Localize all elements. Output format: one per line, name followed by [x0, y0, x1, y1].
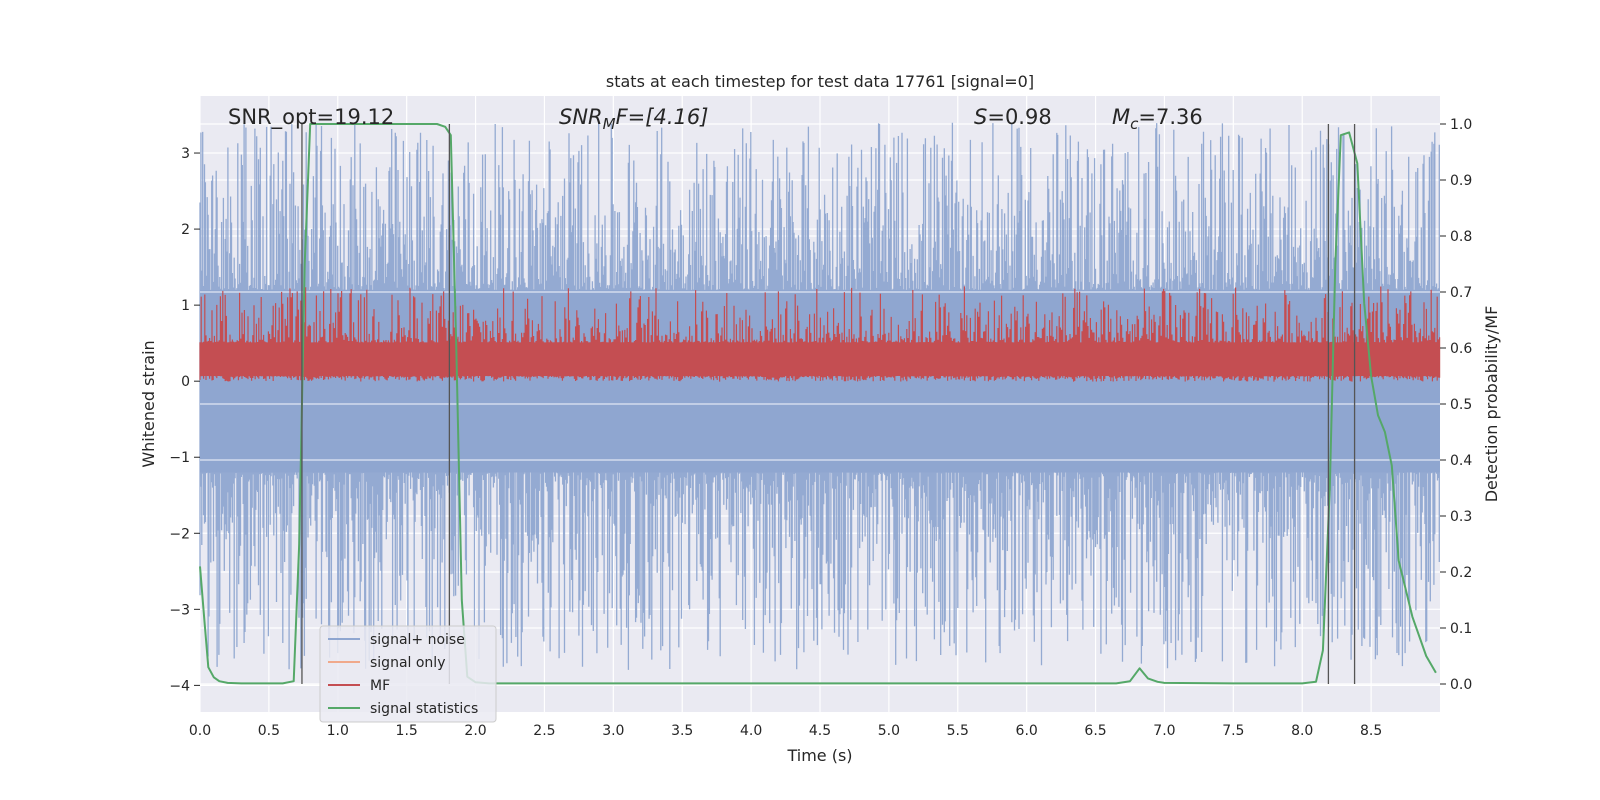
x-axis-label: Time (s) — [786, 746, 852, 765]
y-tick-label: −1 — [169, 450, 190, 466]
y2-tick-label: 1.0 — [1450, 117, 1472, 133]
x-tick-label: 2.5 — [533, 723, 555, 739]
x-tick-label: 3.0 — [602, 723, 624, 739]
mf-trace — [199, 286, 1441, 382]
chart-title: stats at each timestep for test data 177… — [606, 72, 1034, 91]
y-axis-ticks: −4 −3 −2 −1 0 1 2 3 — [169, 146, 200, 694]
y-tick-label: 2 — [181, 222, 190, 238]
x-tick-label: 0.5 — [258, 723, 280, 739]
marker-lines — [301, 124, 1356, 684]
x-tick-label: 4.0 — [740, 723, 762, 739]
y-tick-label: −3 — [169, 602, 190, 618]
x-tick-label: 7.0 — [1153, 723, 1175, 739]
annotation-mc-symbol: M — [1112, 105, 1130, 129]
y2-tick-label: 0.4 — [1450, 453, 1472, 469]
x-tick-label: 8.5 — [1360, 723, 1382, 739]
y2-tick-label: 0.9 — [1450, 173, 1472, 189]
y2-axis-label: Detection probability/MF — [1482, 306, 1501, 503]
mf-band — [199, 286, 1441, 382]
x-tick-label: 0.0 — [189, 723, 211, 739]
signal-statistics-trace — [199, 123, 1437, 685]
x-tick-label: 5.0 — [878, 723, 900, 739]
annotation-s-value: =0.98 — [987, 105, 1051, 129]
y2-tick-label: 0.6 — [1450, 341, 1472, 357]
y-tick-label: −4 — [169, 678, 190, 694]
y2-axis-ticks: 0.0 0.1 0.2 0.3 0.4 0.5 0.6 0.7 0.8 0.9 1.0 — [1440, 117, 1472, 693]
x-tick-label: 1.5 — [396, 723, 418, 739]
annotation-s: S=0.98 — [974, 105, 1052, 129]
x-tick-label: 6.5 — [1084, 723, 1106, 739]
annotation-snr-opt: SNR_opt=19.12 — [228, 105, 394, 130]
y-tick-label: 1 — [181, 298, 190, 314]
annotation-s-symbol: S — [974, 105, 987, 129]
y-tick-label: 0 — [181, 374, 190, 390]
legend-label-signal-statistics: signal statistics — [370, 701, 478, 717]
y2-tick-label: 0.3 — [1450, 509, 1472, 525]
y2-tick-label: 0.2 — [1450, 565, 1472, 581]
x-tick-label: 8.0 — [1291, 723, 1313, 739]
annotation-mc-subscript: c — [1130, 115, 1139, 133]
annotation-snr-mf-subscript: M — [603, 115, 616, 133]
annotation-mc-value: =7.36 — [1138, 105, 1202, 129]
y-axis-label: Whitened strain — [139, 340, 158, 467]
legend: signal+ noise signal only MF signal stat… — [319, 625, 497, 723]
x-tick-label: 5.5 — [947, 723, 969, 739]
x-tick-label: 6.0 — [1016, 723, 1038, 739]
legend-label-signal-noise: signal+ noise — [370, 632, 465, 648]
x-tick-label: 3.5 — [671, 723, 693, 739]
y2-tick-label: 0.5 — [1450, 397, 1472, 413]
legend-box — [319, 625, 497, 723]
y2-tick-label: 0.7 — [1450, 285, 1472, 301]
annotation-snr-mf: SNRMF=[4.16] — [559, 105, 708, 133]
y2-tick-label: 0.1 — [1450, 621, 1472, 637]
annotation-mc: Mc=7.36 — [1112, 105, 1203, 133]
signal-statistics-line — [199, 123, 1437, 685]
annotation-snr-mf-symbol: SNR — [559, 105, 603, 129]
x-axis-ticks: 0.0 0.5 1.0 1.5 2.0 2.5 3.0 3.5 4.0 4.5 5.0 5.5 6.0 6… — [189, 723, 1382, 739]
x-tick-label: 7.5 — [1222, 723, 1244, 739]
y2-tick-label: 0.0 — [1450, 677, 1472, 693]
y-tick-label: 3 — [181, 146, 190, 162]
legend-label-signal-only: signal only — [370, 655, 445, 671]
y2-tick-label: 0.8 — [1450, 229, 1472, 245]
annotation-snr-mf-value: F=[4.16] — [616, 105, 709, 129]
x-tick-label: 4.5 — [809, 723, 831, 739]
signal-noise-core — [200, 289, 1440, 473]
y-tick-label: −2 — [169, 526, 190, 542]
legend-label-mf: MF — [370, 678, 390, 694]
x-tick-label: 1.0 — [327, 723, 349, 739]
x-tick-label: 2.0 — [464, 723, 486, 739]
